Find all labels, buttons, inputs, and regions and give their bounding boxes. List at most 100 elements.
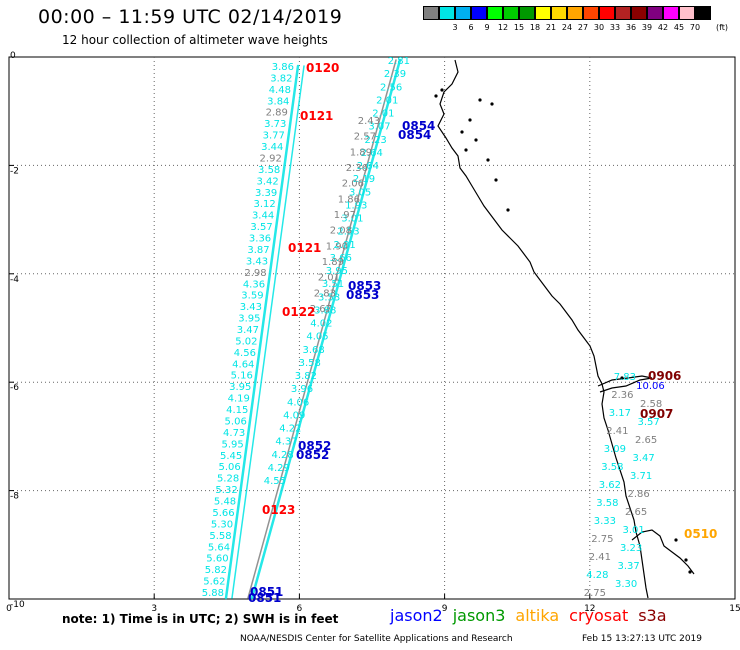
east-track-value: 4.28 (586, 570, 608, 581)
west-track-value: 3.59 (241, 291, 263, 302)
east-track-value: 7.83 (614, 372, 636, 383)
west-track-value: 3.87 (247, 245, 269, 256)
west-track-value: 3.36 (249, 234, 271, 245)
scale-label: 45 (673, 23, 685, 32)
scale-swatch (679, 6, 695, 20)
east-track-value: 3.37 (617, 561, 639, 572)
east-track-value: 2.58 (640, 399, 662, 410)
coastline-notch (597, 375, 653, 393)
scale-label: 6 (468, 23, 474, 32)
scale-swatch (487, 6, 503, 20)
mid-track-gray-value: 2.08 (330, 226, 352, 237)
y-tick-label: -4 (10, 275, 19, 285)
mid-track-value: 4.29 (268, 463, 290, 474)
scale-label: 30 (593, 23, 605, 32)
scale-label: 70 (689, 23, 701, 32)
mid-track-gray-value: 2.57 (354, 132, 376, 143)
mid-track-gray-value: 1.90 (326, 241, 348, 252)
scale-swatch (519, 6, 535, 20)
east-track-value: 3.57 (637, 417, 659, 428)
island-dot (468, 118, 472, 122)
map-title: 00:00 – 11:59 UTC 02/14/2019 (38, 6, 343, 28)
y-tick-label: 0 (10, 51, 16, 61)
mid-track-value: 2.19 (353, 174, 375, 185)
east-track-value: 2.75 (591, 534, 613, 545)
west-track-value: 3.44 (252, 211, 274, 222)
mid-track-value: 2.81 (333, 240, 355, 251)
east-track-value: 3.47 (632, 453, 654, 464)
mid-track-gray-value: 2.36 (346, 163, 368, 174)
island-dot (688, 570, 692, 574)
mid-track-gray-value: 2.43 (358, 116, 380, 127)
west-track-value: 5.30 (211, 519, 233, 530)
west-track-value: 3.43 (240, 302, 262, 313)
mid-track-value: 2.53 (337, 227, 359, 238)
west-track-value: 4.64 (232, 359, 254, 370)
west-track-value: 4.36 (243, 279, 265, 290)
map-subtitle: 12 hour collection of altimeter wave hei… (62, 33, 328, 47)
legend-item-jason2: jason2 (390, 606, 443, 625)
west-track-value: 3.12 (253, 199, 275, 210)
mid-track-value: 2.01 (376, 95, 398, 106)
scale-label: 42 (657, 23, 669, 32)
west-track-value: 3.86 (272, 62, 294, 73)
mid-track-value: 3.82 (295, 371, 317, 382)
mid-track-gray-value: 2.06 (342, 179, 364, 190)
west-track-value: 5.60 (206, 554, 228, 565)
west-track-value: 4.19 (228, 394, 250, 405)
west-track-value: 5.06 (225, 416, 247, 427)
mid-track-value: 4.55 (264, 476, 286, 487)
west-track-value: 5.88 (202, 588, 224, 599)
east-track-value: 2.75 (584, 588, 606, 599)
coastline (437, 59, 649, 599)
island-dot (478, 98, 482, 102)
mid-track-value: 4.02 (310, 319, 332, 330)
y-tick-label: -8 (10, 492, 19, 502)
east-track-value: 3.33 (594, 516, 616, 527)
mid-track-value: 3.51 (322, 279, 344, 290)
mid-track-value: 3.68 (302, 345, 324, 356)
scale-label: 39 (641, 23, 653, 32)
east-track-value: 2.65 (625, 507, 647, 518)
mid-track-value: 2.23 (364, 135, 386, 146)
time-label: 0851 (250, 585, 283, 599)
legend-item-altika: altika (515, 606, 560, 625)
x-tick-label: 9 (442, 604, 448, 614)
mid-track-value: 3.96 (291, 384, 313, 395)
scale-label: 24 (561, 23, 573, 32)
scale-swatch (423, 6, 439, 20)
scale-unit: (ft) (716, 23, 729, 32)
west-track-value: 2.89 (266, 108, 288, 119)
west-track-value: 5.82 (205, 565, 227, 576)
east-track-value: 2.41 (589, 552, 611, 563)
time-label: 0906 (648, 369, 681, 383)
mid-track-gray-value: 1.97 (334, 210, 356, 221)
west-track-line (224, 64, 300, 600)
satellite-legend: jason2 jason3 altika cryosat s3a (390, 606, 677, 625)
scale-label: 9 (484, 23, 490, 32)
west-track-value: 5.06 (218, 462, 240, 473)
west-track-value: 5.02 (235, 336, 257, 347)
footer-note: note: 1) Time is in UTC; 2) SWH is in fe… (62, 612, 339, 626)
east-track-value: 2.36 (611, 390, 633, 401)
west-track-value: 3.42 (257, 176, 279, 187)
west-track-value: 2.98 (244, 268, 266, 279)
legend-item-s3a: s3a (638, 606, 667, 625)
island-dot (486, 158, 490, 162)
east-track-value: 3.71 (630, 471, 652, 482)
mid-track-value: 2.81 (388, 56, 410, 67)
mid-track-gray-value: 2.83 (314, 288, 336, 299)
scale-swatch (615, 6, 631, 20)
west-track-value: 5.58 (209, 531, 231, 542)
east-track-value: 2.65 (635, 435, 657, 446)
east-track-value: 10.06 (636, 381, 665, 392)
plot-frame (8, 56, 736, 600)
x-tick-label: 6 (297, 604, 303, 614)
west-track-value: 5.66 (212, 508, 234, 519)
west-track-value: 3.39 (255, 188, 277, 199)
mid-track-value: 3.01 (341, 214, 363, 225)
west-track-value: 3.73 (264, 119, 286, 130)
mid-track-gray-value: 2.01 (318, 273, 340, 284)
west-track-value: 3.43 (246, 256, 268, 267)
mid-track-value: 3.53 (318, 292, 340, 303)
